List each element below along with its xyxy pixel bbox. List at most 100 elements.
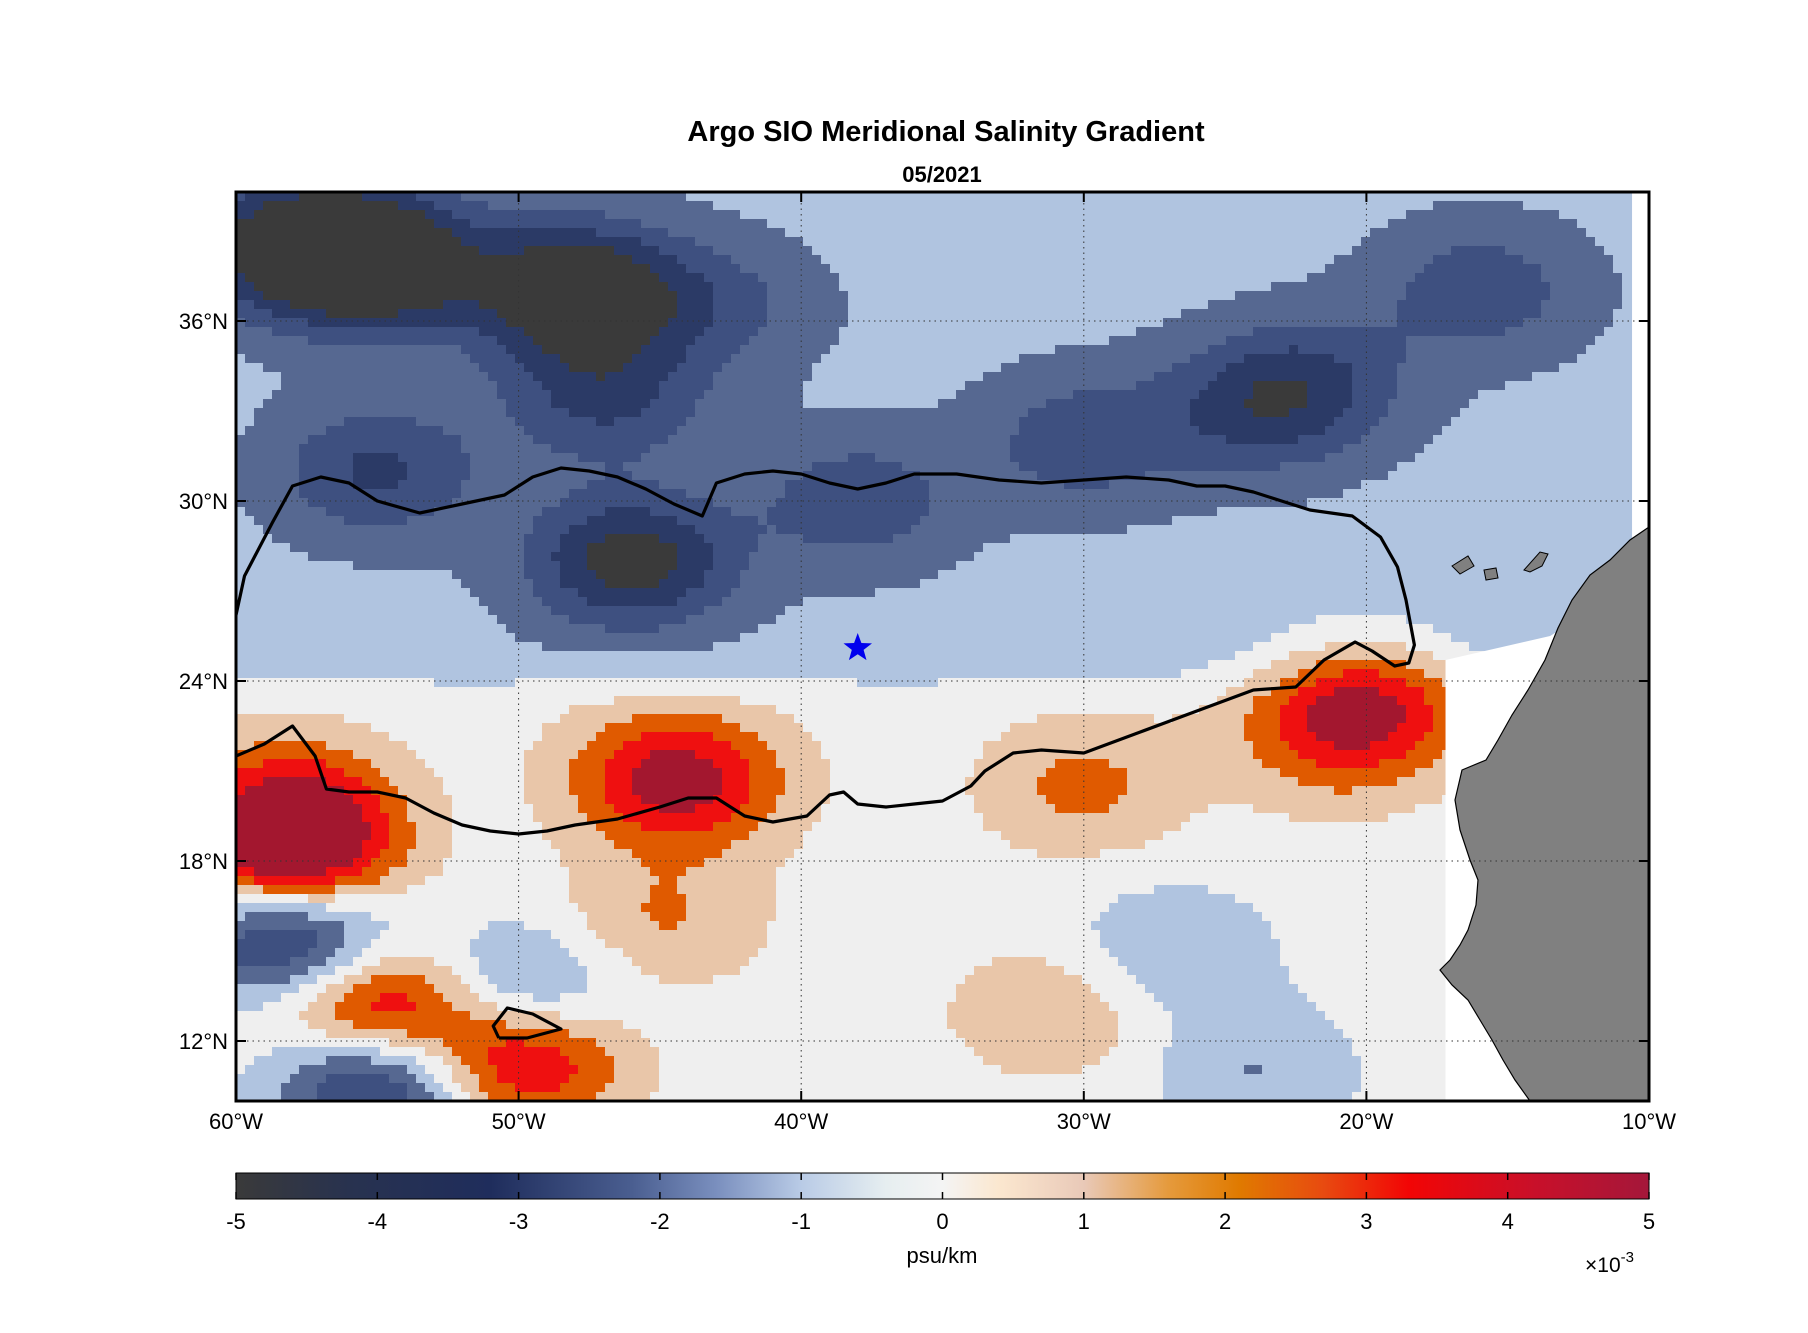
field-cell: [335, 894, 570, 904]
field-cell: [524, 561, 561, 571]
field-cell: [965, 975, 1083, 985]
field-cell: [749, 957, 993, 967]
field-cell: [515, 354, 561, 364]
field-cell: [380, 768, 435, 778]
field-cell: [830, 795, 975, 805]
field-cell: [713, 561, 750, 571]
field-cell: [551, 390, 660, 400]
field-cell: [1118, 1029, 1173, 1039]
field-cell: [596, 417, 615, 427]
field-cell: [1451, 417, 1649, 427]
field-cell: [1235, 291, 1407, 301]
field-cell: [1163, 1047, 1353, 1057]
field-cell: [263, 777, 327, 787]
field-cell: [389, 777, 444, 787]
field-cell: [299, 453, 354, 463]
field-cell: [1370, 228, 1587, 238]
field-cell: [290, 300, 444, 310]
field-cell: [443, 777, 525, 787]
field-cell: [488, 606, 552, 616]
field-cell: [821, 750, 984, 760]
field-cell: [1289, 813, 1389, 823]
field-cell: [533, 435, 669, 445]
field-cell: [605, 507, 651, 517]
field-cell: [362, 849, 381, 859]
field-cell: [506, 399, 552, 409]
field-cell: [1433, 201, 1524, 211]
field-cell: [704, 579, 741, 589]
field-cell: [641, 219, 768, 229]
field-cell: [695, 750, 741, 760]
field-cell: [236, 579, 462, 589]
field-cell: [236, 264, 651, 274]
field-cell: [929, 507, 1218, 517]
field-cell: [965, 786, 1038, 796]
field-cell: [605, 1083, 660, 1093]
field-cell: [1523, 255, 1614, 265]
field-cell: [425, 876, 570, 886]
field-cell: [686, 417, 1020, 427]
field-cell: [623, 948, 759, 958]
field-cell: [767, 291, 849, 301]
field-cell: [1334, 255, 1434, 265]
field-cell: [236, 444, 300, 454]
field-cell: [452, 498, 561, 508]
field-cell: [848, 318, 1164, 328]
field-cell: [794, 714, 1038, 724]
field-cell: [353, 984, 435, 994]
field-cell: [407, 516, 534, 526]
field-cell: [497, 309, 678, 319]
field-cell: [641, 903, 687, 913]
field-cell: [1253, 705, 1281, 715]
field-cell: [659, 327, 705, 337]
field-cell: [569, 777, 606, 787]
field-cell: [443, 786, 525, 796]
field-cell: [236, 417, 255, 427]
field-cell: [1127, 966, 1290, 976]
field-cell: [641, 408, 696, 418]
field-cell: [767, 525, 777, 535]
field-cell: [542, 723, 606, 733]
field-cell: [434, 678, 516, 688]
field-cell: [686, 264, 741, 274]
field-cell: [1244, 723, 1281, 733]
field-cell: [452, 570, 525, 580]
field-cell: [695, 399, 804, 409]
field-cell: [1550, 291, 1623, 301]
field-cell: [236, 363, 264, 373]
field-cell: [731, 741, 768, 751]
field-cell: [713, 300, 768, 310]
field-cell: [1253, 696, 1290, 706]
field-cell: [326, 309, 399, 319]
field-cell: [479, 363, 525, 373]
field-cell: [1415, 741, 1452, 751]
field-cell: [236, 309, 273, 319]
field-cell: [236, 777, 264, 787]
field-cell: [1190, 354, 1245, 364]
field-cell: [1190, 813, 1290, 823]
field-cell: [569, 876, 660, 886]
field-cell: [1307, 723, 1398, 733]
field-cell: [983, 750, 1254, 760]
field-cell: [452, 813, 534, 823]
field-cell: [488, 975, 588, 985]
field-cell: [236, 696, 615, 706]
field-cell: [974, 795, 1047, 805]
field-cell: [452, 840, 552, 850]
field-cell: [1433, 651, 1488, 661]
field-cell: [326, 507, 435, 517]
field-cell: [677, 543, 714, 553]
field-cell: [236, 561, 354, 571]
field-cell: [236, 633, 516, 643]
field-cell: [1334, 741, 1371, 751]
field-cell: [236, 984, 300, 994]
field-cell: [353, 858, 372, 868]
field-cell: [236, 894, 309, 904]
field-cell: [740, 966, 975, 976]
field-cell: [470, 219, 642, 229]
field-cell: [344, 417, 417, 427]
field-cell: [1181, 822, 1649, 832]
field-cell: [1604, 246, 1649, 256]
field-cell: [236, 1020, 309, 1030]
field-cell: [983, 1056, 1101, 1066]
